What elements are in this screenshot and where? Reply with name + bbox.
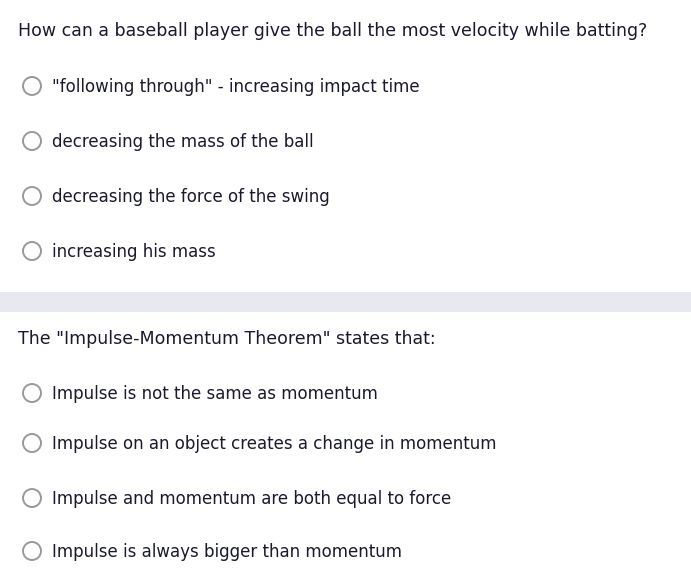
Circle shape: [23, 132, 41, 150]
Circle shape: [23, 384, 41, 402]
Text: How can a baseball player give the ball the most velocity while batting?: How can a baseball player give the ball …: [18, 22, 647, 40]
Circle shape: [23, 542, 41, 560]
Text: Impulse is always bigger than momentum: Impulse is always bigger than momentum: [52, 543, 402, 561]
Circle shape: [23, 489, 41, 507]
Text: decreasing the mass of the ball: decreasing the mass of the ball: [52, 133, 314, 151]
Circle shape: [23, 77, 41, 95]
Circle shape: [23, 187, 41, 205]
Text: Impulse on an object creates a change in momentum: Impulse on an object creates a change in…: [52, 435, 497, 453]
Circle shape: [23, 242, 41, 260]
Text: increasing his mass: increasing his mass: [52, 243, 216, 261]
Text: Impulse is not the same as momentum: Impulse is not the same as momentum: [52, 385, 378, 403]
Circle shape: [23, 434, 41, 452]
Text: decreasing the force of the swing: decreasing the force of the swing: [52, 188, 330, 206]
Text: "following through" - increasing impact time: "following through" - increasing impact …: [52, 78, 419, 96]
Text: The "Impulse-Momentum Theorem" states that:: The "Impulse-Momentum Theorem" states th…: [18, 330, 435, 348]
Text: Impulse and momentum are both equal to force: Impulse and momentum are both equal to f…: [52, 490, 451, 508]
Bar: [0, 292, 691, 312]
